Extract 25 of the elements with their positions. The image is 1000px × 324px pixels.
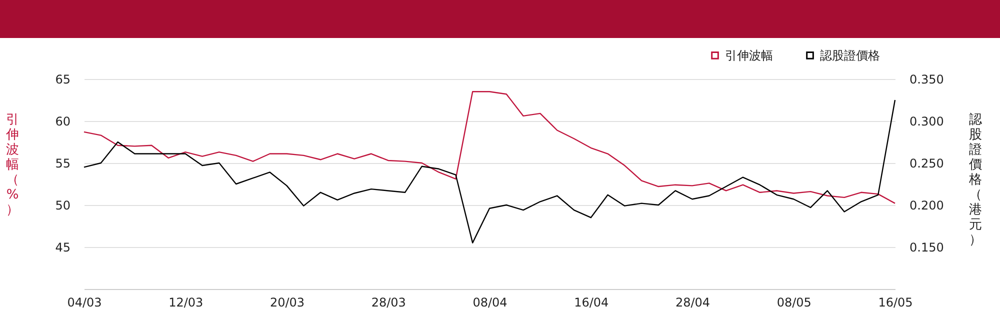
- x-tick-label: 16/05: [878, 296, 913, 310]
- y2-tick-label: 0.300: [910, 114, 944, 128]
- x-tick-label: 28/04: [675, 296, 710, 310]
- x-tick-label: 12/03: [168, 296, 204, 310]
- x-tick-label: 08/04: [472, 296, 508, 310]
- legend-label: 引伸波幅: [725, 48, 773, 62]
- y2-tick-label: 0.150: [910, 240, 944, 254]
- x-tick-label: 16/04: [574, 296, 609, 310]
- legend-label: 認股證價格: [820, 48, 880, 62]
- x-tick-label: 08/05: [776, 296, 812, 310]
- x-tick-label: 28/03: [371, 296, 406, 310]
- line-series: [83, 99, 896, 244]
- y2-tick-label: 0.250: [910, 156, 944, 170]
- y-tick-label: 65: [55, 72, 70, 86]
- y2-tick-label: 0.350: [910, 72, 944, 86]
- x-tick-label: 20/03: [270, 296, 305, 310]
- y-axis-title: 引伸波幅（%）: [5, 112, 19, 218]
- x-tick-label: 04/03: [67, 296, 102, 310]
- y-tick-label: 50: [55, 198, 70, 212]
- y-tick-label: 60: [55, 114, 70, 128]
- y2-tick-label: 0.200: [910, 198, 944, 212]
- y-tick-label: 55: [55, 156, 70, 170]
- line-series: [83, 91, 896, 204]
- y-tick-label: 45: [55, 240, 70, 254]
- text: 認股證價格（港元）: [969, 112, 982, 248]
